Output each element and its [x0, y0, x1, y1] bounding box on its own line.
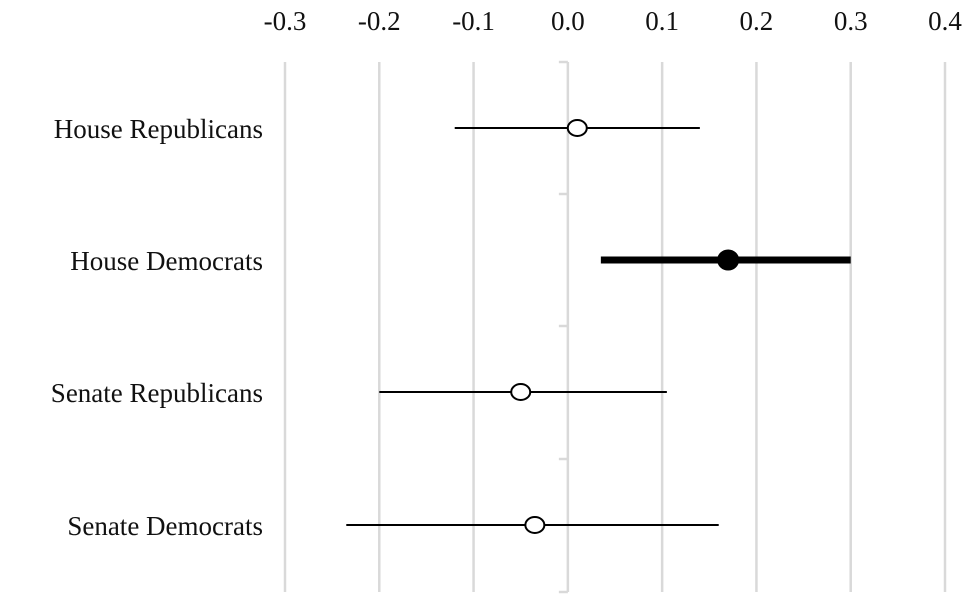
category-label: House Democrats [70, 246, 263, 276]
zero-axis [558, 60, 570, 594]
category-label: Senate Democrats [67, 511, 263, 541]
x-tick-labels: -0.3 -0.2 -0.1 0.0 0.1 0.2 0.3 0.4 [264, 6, 963, 36]
point-estimate [717, 249, 740, 271]
x-tick-label: 0.0 [551, 6, 585, 36]
point-estimate [524, 516, 546, 534]
point-estimate [510, 383, 532, 401]
x-tick-label: -0.2 [358, 6, 401, 36]
x-tick-label: -0.1 [452, 6, 495, 36]
category-label: Senate Republicans [51, 378, 263, 408]
x-tick-label: 0.2 [740, 6, 774, 36]
estimates [346, 119, 851, 534]
x-tick-label: 0.1 [645, 6, 679, 36]
x-tick-label: -0.3 [264, 6, 307, 36]
point-estimate [566, 119, 588, 137]
x-tick-label: 0.4 [928, 6, 962, 36]
x-tick-label: 0.3 [834, 6, 868, 36]
category-labels: House Republicans House Democrats Senate R… [51, 114, 263, 541]
grid-lines [283, 62, 947, 592]
category-label: House Republicans [54, 114, 263, 144]
